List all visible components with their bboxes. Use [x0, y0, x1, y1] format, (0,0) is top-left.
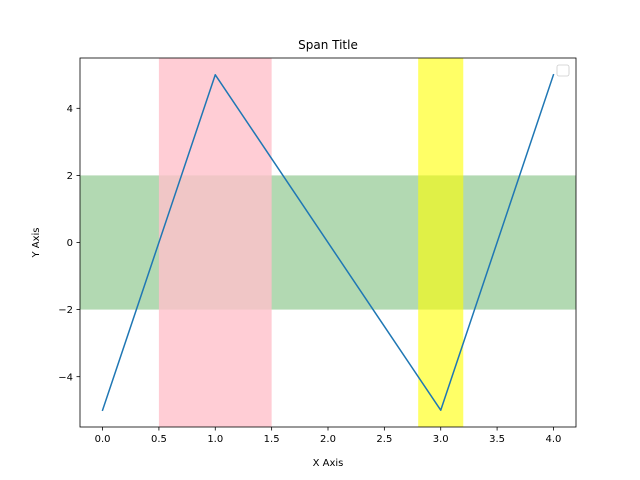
- x-tick-label: 0.0: [95, 434, 111, 445]
- y-tick-label: −2: [58, 305, 73, 316]
- x-tick-label: 1.0: [207, 434, 223, 445]
- x-tick-label: 4.0: [546, 434, 562, 445]
- vertical-span-0: [158, 58, 272, 427]
- series-layer: [101, 73, 555, 412]
- x-tick-label: 2.5: [376, 434, 392, 445]
- y-axis-label: Y Axis: [31, 227, 42, 258]
- x-tick-label: 3.0: [433, 434, 449, 445]
- legend-layer: [556, 64, 570, 77]
- x-tick-label: 2.0: [320, 434, 336, 445]
- x-tick-label: 3.5: [489, 434, 505, 445]
- series-line-0: [101, 73, 555, 412]
- y-tick-label: −4: [58, 372, 73, 383]
- y-tick-label: 0: [67, 238, 73, 249]
- chart-title: Span Title: [298, 38, 358, 52]
- x-tick-label: 0.5: [151, 434, 167, 445]
- y-tick-label: 4: [67, 104, 73, 115]
- vertical-span-1: [418, 58, 464, 427]
- legend-box[interactable]: [556, 64, 570, 77]
- axes-frame: [79, 57, 577, 428]
- x-axis-label: X Axis: [313, 458, 344, 469]
- x-tick-label: 1.5: [264, 434, 280, 445]
- ticks-layer: 0.0 0.5 1.0 1.5 2.0 2.5 3.0 3.5 4.0 −4 −2 0 2 4: [58, 104, 561, 445]
- y-tick-label: 2: [67, 171, 73, 182]
